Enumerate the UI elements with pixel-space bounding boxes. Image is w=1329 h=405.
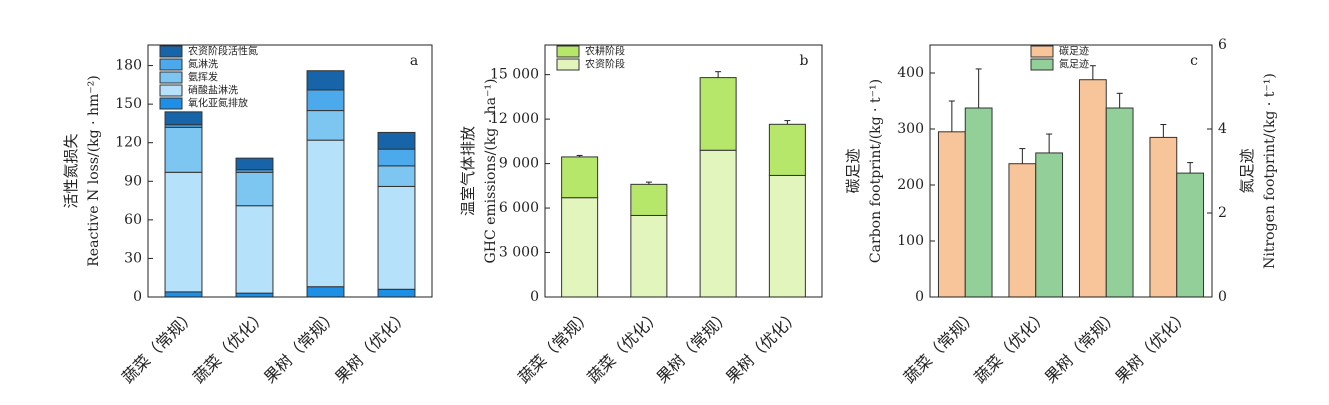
bar-segment xyxy=(235,171,274,207)
plot-frame xyxy=(929,44,1213,298)
y-axis-label: Carbon footprint/(kg · t⁻¹) xyxy=(868,79,884,263)
legend-label: 碳足迹 xyxy=(1059,45,1089,58)
y-tick-label: 0 xyxy=(530,289,539,305)
legend-label: 氨挥发 xyxy=(188,71,218,84)
y-tick-label: 15 000 xyxy=(490,67,539,83)
plot-frame xyxy=(147,44,433,298)
bar xyxy=(1035,152,1064,298)
y-tick-label: 12 000 xyxy=(490,111,539,127)
y-tick-label: 0 xyxy=(133,289,142,305)
legend-swatch xyxy=(159,71,183,84)
y-axis-label: 活性氮损失 xyxy=(62,133,80,208)
bar-segment xyxy=(561,156,599,199)
bar-segment xyxy=(306,89,345,112)
legend-label: 氮淋洗 xyxy=(188,58,218,71)
bar-segment xyxy=(377,185,416,290)
bar xyxy=(937,131,966,298)
legend-label: 氧化亚氮排放 xyxy=(188,97,248,110)
legend-label: 氮足迹 xyxy=(1059,58,1089,71)
y-tick-label: 30 xyxy=(124,250,142,266)
bar-segment xyxy=(235,292,274,298)
y-tick-label: 9 000 xyxy=(499,156,539,172)
bar-segment xyxy=(164,111,203,126)
y2-tick-label: 0 xyxy=(1218,289,1227,305)
x-tick-label: 蔬菜（常规） xyxy=(118,306,199,387)
bar-segment xyxy=(768,123,806,176)
bar-segment xyxy=(630,183,668,216)
x-tick-label: 果树（常规） xyxy=(1041,306,1122,387)
bar xyxy=(1078,79,1107,298)
y-axis-label: 温室气体排放 xyxy=(459,126,477,216)
x-tick-label: 蔬菜（优化） xyxy=(189,306,270,387)
bar-segment xyxy=(164,291,203,298)
y-tick-label: 300 xyxy=(897,121,924,137)
legend-swatch xyxy=(1030,45,1054,58)
y-tick-label: 0 xyxy=(915,289,924,305)
panel-label: b xyxy=(800,53,809,69)
bar-segment xyxy=(377,165,416,187)
legend-swatch xyxy=(1030,58,1054,71)
bar-segment xyxy=(306,110,345,141)
bar xyxy=(964,107,993,298)
plot-frame xyxy=(544,44,823,298)
bar-segment xyxy=(377,131,416,150)
bar-segment xyxy=(306,70,345,91)
legend-swatch xyxy=(556,45,580,58)
y-tick-label: 100 xyxy=(897,233,924,249)
y-tick-label: 150 xyxy=(115,96,142,112)
bar-segment xyxy=(768,174,806,298)
y-axis-label: 碳足迹 xyxy=(844,148,862,193)
bar-segment xyxy=(235,205,274,294)
legend-label: 农耕阶段 xyxy=(585,45,625,58)
legend-label: 农资阶段活性氮 xyxy=(188,45,258,58)
y2-axis-label: Nitrogen footprint/(kg · t⁻¹) xyxy=(1262,73,1278,269)
y-tick-label: 180 xyxy=(115,58,142,74)
bar-segment xyxy=(164,171,203,293)
x-tick-label: 果树（优化） xyxy=(1111,306,1192,387)
y-tick-label: 3 000 xyxy=(499,245,539,261)
x-tick-label: 蔬菜（常规） xyxy=(900,306,981,387)
legend-swatch xyxy=(159,58,183,71)
x-tick-label: 果树（优化） xyxy=(722,306,803,387)
bar-segment xyxy=(377,148,416,167)
x-tick-label: 果树（常规） xyxy=(260,306,341,387)
bar-segment xyxy=(699,77,737,151)
bar xyxy=(1149,136,1178,298)
y2-tick-label: 4 xyxy=(1218,121,1227,137)
legend-label: 硝酸盐淋洗 xyxy=(188,84,238,97)
y-tick-label: 120 xyxy=(115,135,142,151)
y-tick-label: 6 000 xyxy=(499,200,539,216)
x-tick-label: 果树（优化） xyxy=(331,306,412,387)
bar xyxy=(1105,107,1134,298)
legend-swatch xyxy=(159,84,183,97)
bar-segment xyxy=(306,286,345,298)
bar xyxy=(1176,172,1205,298)
y2-tick-label: 6 xyxy=(1218,37,1227,53)
panel-label: a xyxy=(410,53,418,69)
legend-swatch xyxy=(556,58,580,71)
y2-axis-label: 氮足迹 xyxy=(1238,148,1256,193)
y-tick-label: 400 xyxy=(897,65,924,81)
bar-segment xyxy=(630,214,668,298)
y-axis-label: GHC emissions/(kg · ha⁻¹) xyxy=(483,79,499,264)
legend-swatch xyxy=(159,97,183,110)
y-tick-label: 60 xyxy=(124,212,142,228)
legend-swatch xyxy=(159,45,183,58)
bar-segment xyxy=(561,197,599,298)
bar-segment xyxy=(306,139,345,288)
bar-segment xyxy=(164,126,203,173)
y-axis-label: Reactive N loss/(kg · hm⁻²) xyxy=(86,75,102,266)
bar xyxy=(1008,163,1037,298)
panel-label: c xyxy=(1190,53,1198,69)
y-tick-label: 90 xyxy=(124,173,142,189)
legend-label: 农资阶段 xyxy=(585,58,625,71)
bar-segment xyxy=(235,157,274,171)
y2-tick-label: 2 xyxy=(1218,205,1227,221)
bar-segment xyxy=(377,288,416,298)
y-tick-label: 200 xyxy=(897,177,924,193)
bar-segment xyxy=(699,149,737,298)
x-tick-label: 蔬菜（优化） xyxy=(970,306,1051,387)
